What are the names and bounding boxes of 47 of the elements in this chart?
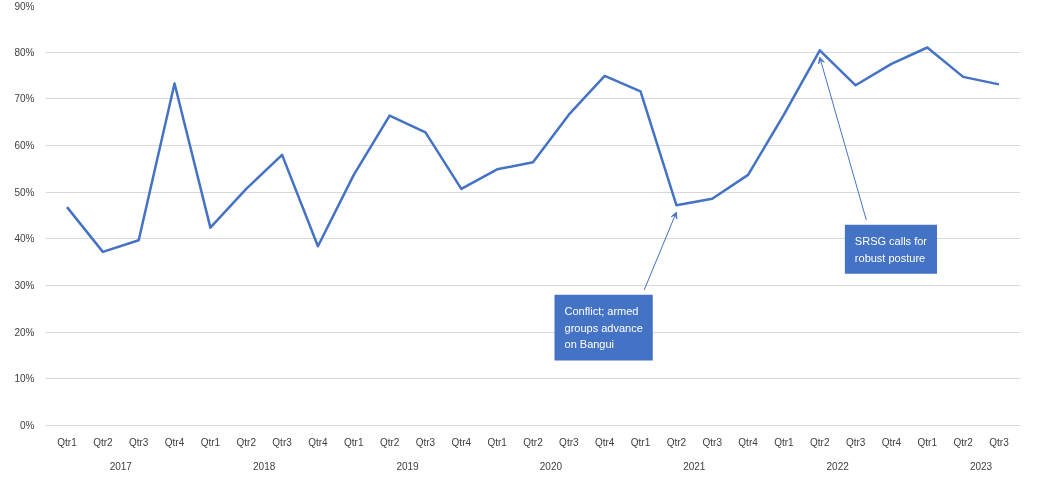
x-tick-label: Qtr2 [379,436,400,448]
text: 2023 [969,460,993,472]
x-tick-label: Qtr2 [236,436,257,448]
x-tick-label: Qtr3 [272,436,293,448]
text: 2022 [826,460,850,472]
text: 2017 [109,460,133,472]
x-tick-label: Qtr3 [989,436,1010,448]
x-tick-label: Qtr2 [93,436,114,448]
text: 2021 [683,460,706,472]
annotation: SRSG calls for robust posture [854,234,928,264]
y-tick-label: 80% [14,46,35,58]
text: 2019 [396,460,420,472]
x-tick-label: Qtr3 [559,436,580,448]
x-tick-label: Qtr1 [774,436,795,448]
x-tick-label: Qtr1 [487,436,508,448]
y-tick-label: 40% [14,233,35,245]
x-tick-label: Qtr1 [630,436,651,448]
x-tick-label: Qtr1 [344,436,364,448]
y-tick-label: 10% [14,373,35,385]
x-tick-label: Qtr4 [594,436,615,448]
y-tick-label: 90% [14,0,35,12]
x-tick-label: Qtr4 [881,436,902,448]
x-tick-label: Qtr3 [128,436,149,448]
x-tick-label: Qtr4 [164,436,185,448]
x-tick-label: Qtr4 [738,436,759,448]
text: 2018 [253,460,276,472]
annotation: Conflict; armed groups advance on Bangui [564,304,643,351]
x-tick-label: Qtr1 [917,436,938,448]
x-tick-label: Qtr2 [953,436,974,448]
text: 2020 [539,460,563,472]
y-tick-label: 50% [14,186,35,198]
x-tick-label: Qtr3 [415,436,436,448]
x-tick-label: Qtr1 [200,436,221,448]
x-tick-label: Qtr1 [57,436,78,448]
x-tick-label: Qtr3 [702,436,723,448]
y-tick-label: 0% [20,420,35,431]
x-tick-label: Qtr2 [810,436,830,448]
y-tick-label: 20% [14,326,35,338]
x-tick-label: Qtr4 [451,436,472,448]
x-tick-label: Qtr4 [308,436,329,448]
y-tick-label: 30% [14,280,35,291]
y-tick-label: 60% [14,140,35,151]
x-tick-label: Qtr3 [845,436,866,448]
line-series [65,46,1001,254]
x-tick-label: Qtr2 [666,436,687,448]
y-tick-label: 70% [14,93,35,105]
x-tick-label: Qtr2 [523,436,544,448]
